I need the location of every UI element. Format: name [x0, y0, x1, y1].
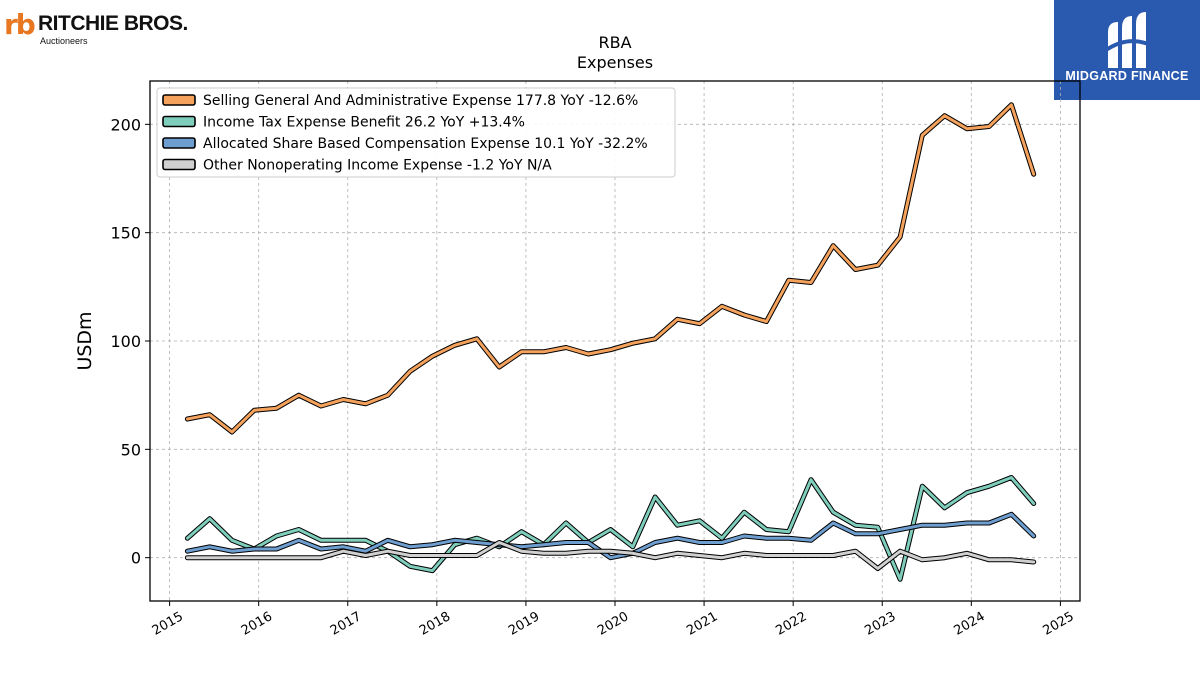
legend-swatch: [162, 94, 196, 106]
ritchie-bros-logo-sub: Auctioneers: [40, 36, 88, 46]
x-tick-label: 2016: [239, 609, 275, 639]
legend-swatch: [162, 115, 196, 128]
x-tick-label: 2021: [684, 609, 720, 639]
chart-title: RBA: [598, 33, 631, 52]
series-line-stroke: [185, 541, 1036, 570]
x-tick-label: 2018: [417, 609, 453, 639]
x-tick-label: 2015: [150, 609, 186, 639]
ritchie-bros-logo-name: RITCHIE BROS.: [38, 12, 188, 35]
x-tick-label: 2019: [506, 609, 542, 639]
legend-box: [156, 87, 676, 178]
midgard-finance-logo: MIDGARD FINANCE: [1054, 0, 1200, 100]
y-tick-label: 150: [110, 224, 141, 243]
series-line: [184, 102, 1037, 435]
legend-label: Other Nonoperating Income Expense -1.2 Y…: [203, 158, 552, 174]
y-tick-label: 50: [121, 440, 141, 459]
rb-logo-mark: rb: [4, 8, 36, 41]
midgard-mark-icon: [1104, 12, 1149, 68]
y-tick-label: 200: [110, 115, 141, 134]
series-line-stroke: [185, 476, 1036, 581]
x-tick-label: 2022: [773, 609, 809, 639]
x-tick-label: 2020: [595, 609, 631, 639]
legend-label: Allocated Share Based Compensation Expen…: [203, 136, 648, 152]
midgard-finance-logo-name: MIDGARD FINANCE: [1065, 69, 1189, 83]
legend-swatch: [162, 158, 196, 171]
x-tick-label: 2017: [328, 609, 364, 639]
series-line-stroke: [185, 103, 1036, 434]
x-tick-label: 2023: [862, 609, 898, 639]
legend-swatch: [162, 137, 196, 149]
y-tick-label: 0: [131, 549, 141, 568]
series-line: [184, 475, 1037, 582]
series-line: [184, 540, 1037, 571]
series-line: [184, 511, 1037, 561]
legend-label: Income Tax Expense Benefit 26.2 YoY +13.…: [203, 115, 525, 131]
legend-label: Selling General And Administrative Expen…: [203, 93, 638, 109]
legend: Selling General And Administrative Expen…: [156, 87, 676, 178]
series-line-stroke: [185, 512, 1036, 560]
y-axis-label: USDm: [74, 311, 96, 370]
chart-subtitle: Expenses: [577, 53, 653, 72]
x-tick-label: 2024: [951, 609, 987, 639]
y-tick-label: 100: [110, 332, 141, 351]
ritchie-bros-logo: rb RITCHIE BROS. Auctioneers: [4, 4, 188, 48]
series-lines: [184, 102, 1037, 582]
x-tick-label: 2025: [1041, 609, 1077, 639]
